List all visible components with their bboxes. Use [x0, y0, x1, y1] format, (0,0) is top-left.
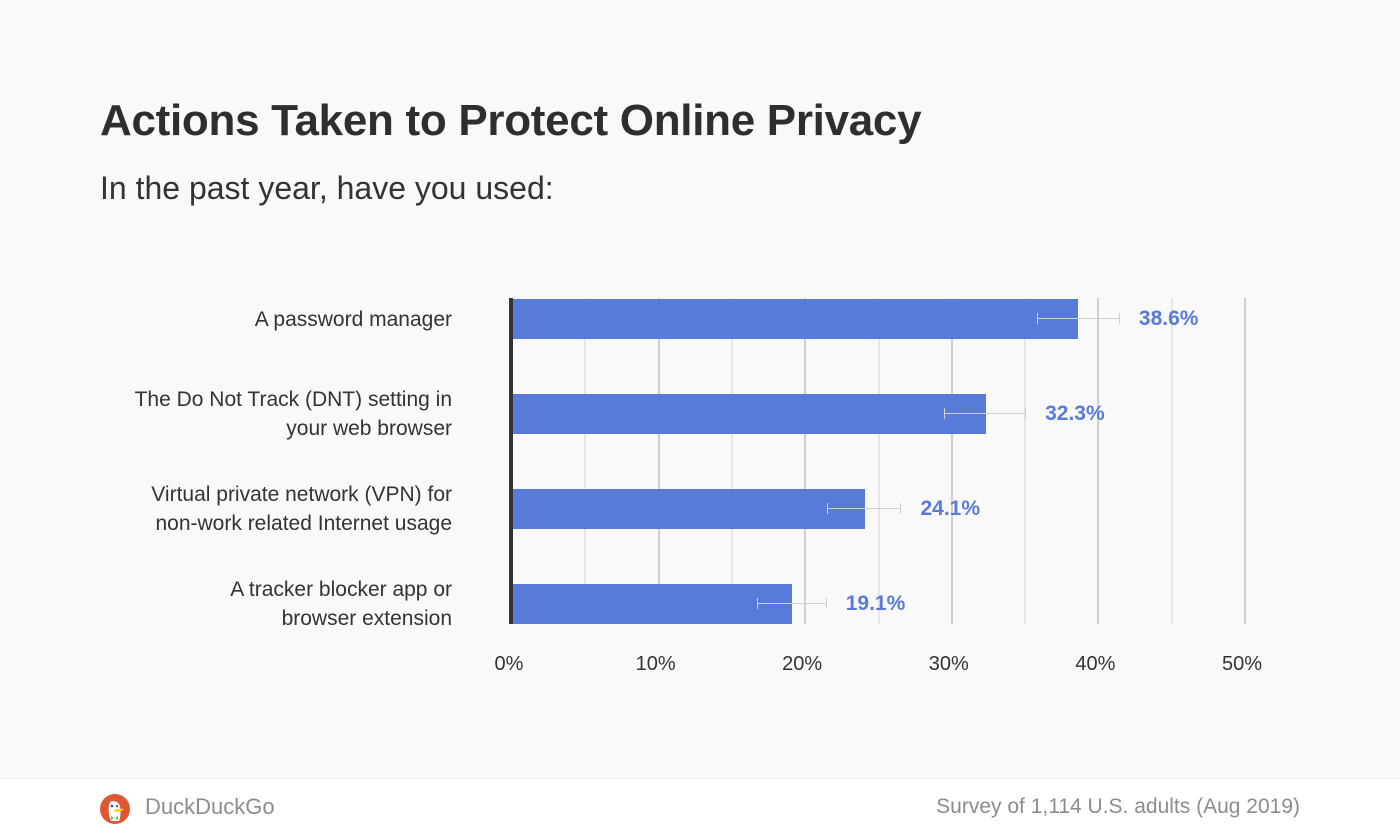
gridline [950, 298, 953, 624]
chart-title: Actions Taken to Protect Online Privacy [100, 96, 922, 145]
gridline [1024, 298, 1027, 624]
error-bar-cap [944, 408, 946, 419]
footer-divider [0, 778, 1400, 779]
bar [512, 394, 986, 434]
gridline [657, 298, 660, 624]
category-label-line: Virtual private network (VPN) for [151, 483, 452, 506]
category-label-line: non-work related Internet usage [155, 512, 452, 535]
category-label-line: A password manager [254, 307, 452, 331]
category-label-line: The Do Not Track (DNT) setting in [134, 388, 452, 411]
error-bar [827, 508, 901, 509]
value-label: 19.1% [845, 592, 906, 615]
error-bar-cap [1118, 313, 1120, 324]
category-label: The Do Not Track (DNT) setting in your we… [72, 385, 452, 443]
error-bar-cap [900, 503, 902, 514]
x-tick-label: 30% [928, 653, 969, 675]
gridline [1097, 298, 1100, 624]
category-label: A tracker blocker app or browser extensio… [72, 575, 452, 633]
error-bar-cap [1025, 408, 1027, 419]
footer [0, 779, 1400, 838]
x-tick-label: 10% [635, 653, 676, 675]
gridline [730, 298, 733, 624]
bar [512, 584, 792, 624]
x-tick-label: 50% [1221, 653, 1263, 675]
value-label: 24.1% [920, 497, 981, 520]
y-axis-line [509, 298, 513, 624]
x-tick-label: 20% [782, 653, 823, 675]
category-label-line: your web browser [286, 417, 452, 440]
gridline [1244, 298, 1246, 624]
error-bar [1036, 318, 1119, 319]
gridline [877, 298, 880, 624]
value-label: 38.6% [1138, 307, 1199, 330]
source-note: Survey of 1,114 U.S. adults (Aug 2019) [936, 795, 1300, 818]
bar [512, 489, 866, 529]
duckduckgo-logo-icon [100, 794, 130, 824]
error-bar-cap [825, 598, 827, 609]
gridline [804, 298, 807, 624]
category-label: A password manager [72, 305, 452, 334]
error-bar-cap [756, 598, 758, 609]
chart-subtitle: In the past year, have you used: [100, 170, 554, 206]
error-bar [944, 413, 1026, 414]
brand-name: DuckDuckGo [145, 794, 275, 819]
category-label-line: browser extension [281, 607, 452, 630]
error-bar-cap [827, 503, 829, 514]
bar [512, 299, 1078, 339]
error-bar-cap [1036, 313, 1038, 324]
error-bar [756, 603, 826, 604]
gridline [1170, 298, 1173, 624]
x-tick-label: 0% [494, 653, 524, 675]
category-label-line: A tracker blocker app or [230, 578, 452, 601]
value-label: 32.3% [1045, 402, 1105, 425]
x-tick-label: 40% [1075, 653, 1116, 675]
gridline [584, 298, 587, 624]
category-label: Virtual private network (VPN) for non-wor… [72, 480, 452, 538]
